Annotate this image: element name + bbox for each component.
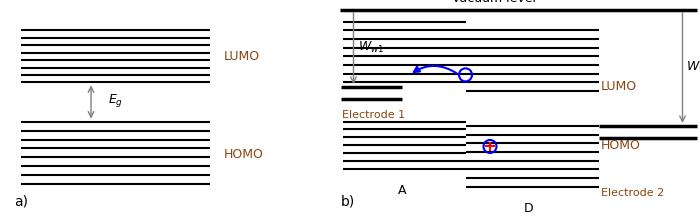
Text: $E_g$: $E_g$ xyxy=(108,92,124,109)
Text: LUMO: LUMO xyxy=(601,80,637,93)
Text: A: A xyxy=(398,184,407,197)
Text: D: D xyxy=(524,202,533,215)
Text: Electrode 1: Electrode 1 xyxy=(342,110,405,120)
Text: HOMO: HOMO xyxy=(224,148,264,161)
Text: $W_{w2}$: $W_{w2}$ xyxy=(686,60,700,75)
Text: Vacuum level: Vacuum level xyxy=(452,0,536,5)
Text: LUMO: LUMO xyxy=(224,50,260,63)
Text: $W_{w1}$: $W_{w1}$ xyxy=(358,40,385,55)
Text: b): b) xyxy=(341,194,355,208)
Text: HOMO: HOMO xyxy=(601,139,640,152)
Text: a): a) xyxy=(14,194,28,208)
Text: Electrode 2: Electrode 2 xyxy=(601,188,664,198)
